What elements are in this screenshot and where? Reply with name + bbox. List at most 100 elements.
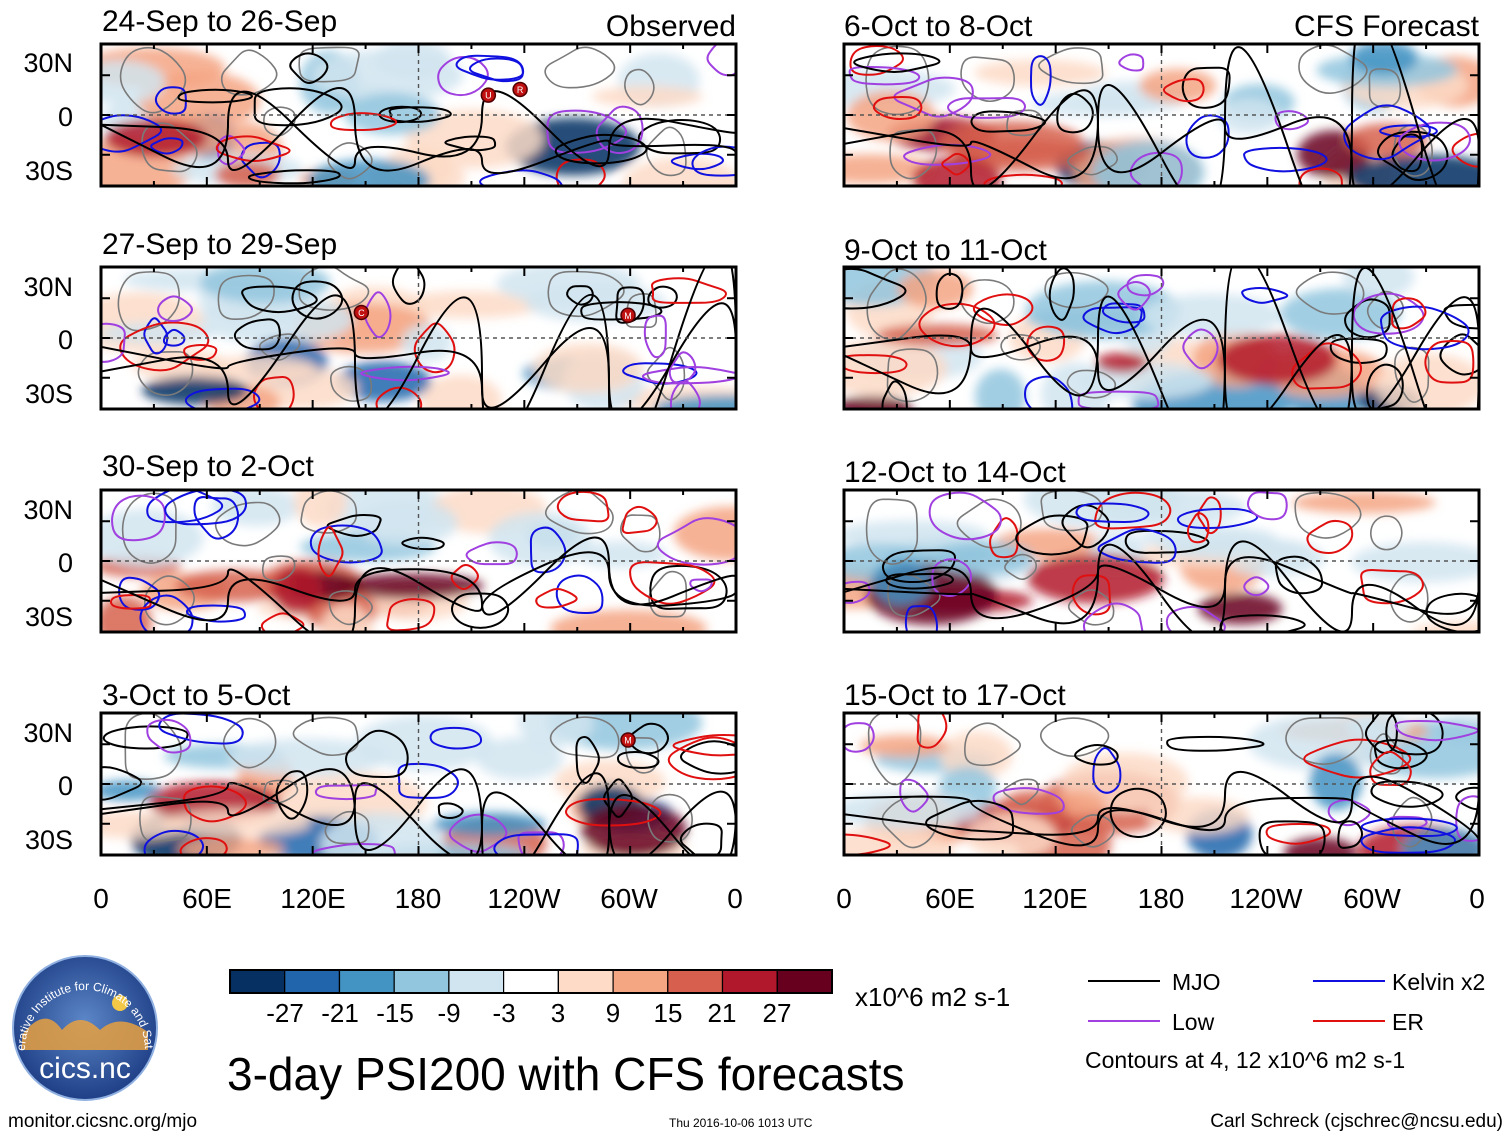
contour-line (689, 578, 713, 593)
landmass-outline (867, 713, 922, 786)
contour-line (1370, 780, 1444, 808)
tropical-cyclone-marker: R (512, 81, 528, 98)
psi-anomaly-patch (673, 506, 736, 561)
contour-line (616, 750, 660, 769)
colorbar-swatch (448, 969, 505, 994)
contour-line (1243, 576, 1270, 597)
contour-line (916, 713, 948, 749)
psi-field (101, 267, 736, 409)
lat-label: 0 (58, 325, 73, 355)
lat-label: 30N (23, 272, 73, 302)
contour-line (667, 736, 736, 781)
mjo-contour-line (844, 267, 1479, 409)
landmass-outline (1391, 796, 1433, 848)
landmass-outline (959, 279, 1015, 325)
lat-labels-observed: 30N 0 30S 30N 0 30S 30N 0 30S 30N 0 30S (23, 48, 73, 855)
lon-label: 0 (1469, 883, 1485, 914)
contour-line (893, 76, 974, 118)
contour-line (566, 285, 594, 306)
psi-anomaly-patch (1091, 140, 1205, 186)
psi-anomaly-patch (937, 121, 1084, 163)
landmass-outline (624, 736, 660, 774)
landmass-outline (1394, 346, 1430, 403)
contour-line (925, 799, 1015, 841)
mjo-contour-line (844, 556, 1479, 620)
mjo-contour-line (844, 89, 1479, 186)
contour-line (679, 740, 736, 775)
contour-line (1391, 297, 1427, 330)
contour-line (215, 135, 291, 163)
contour-line (1092, 747, 1122, 794)
contour-line (656, 517, 736, 566)
contour-line (397, 762, 459, 799)
contour-line (469, 57, 524, 83)
psi-field (844, 267, 1479, 409)
contour-line (143, 317, 169, 355)
contour-line (1077, 390, 1160, 409)
mjo-contour-line (844, 296, 1479, 409)
tropical-cyclone-marker: C (353, 304, 370, 321)
contour-line (1344, 298, 1391, 339)
mjo-contour-line (101, 782, 736, 855)
contour-line (1124, 529, 1210, 554)
contour-line (177, 88, 253, 104)
lon-label: 60W (600, 883, 658, 914)
lat-label: 30S (25, 379, 73, 409)
contour-line (1241, 287, 1289, 304)
contour-line (344, 729, 409, 779)
contour-line (1360, 569, 1424, 605)
psi-anomaly-patch (846, 90, 936, 141)
contour-line (575, 736, 600, 784)
lon-label: 60E (925, 883, 975, 914)
map-panel (842, 488, 1481, 634)
panel-title: 3-Oct to 5-Oct (102, 679, 291, 712)
contour-line (162, 328, 186, 347)
contour-line (101, 766, 143, 801)
colorbar-tick-label: -27 (266, 998, 304, 1028)
lon-label: 180 (395, 883, 442, 914)
contour-line (1391, 133, 1423, 173)
logo-text: cics.nc (39, 1052, 131, 1085)
landmass-outline (865, 498, 919, 565)
contour-line (529, 526, 567, 574)
legend-label-er: ER (1392, 1009, 1424, 1035)
contour-line (183, 344, 218, 361)
colorbar-tick-label: 9 (606, 998, 620, 1028)
psi-anomaly-patch (199, 267, 331, 304)
colorbar-swatch (393, 969, 450, 994)
contour-line (1306, 519, 1354, 555)
contour-line (291, 280, 344, 320)
psi-anomaly-patch (581, 803, 687, 855)
contour-line (1075, 502, 1150, 524)
contour-line (555, 574, 604, 615)
landmass-outline (1044, 271, 1109, 309)
contour-line (309, 524, 383, 564)
landmass-outline (327, 142, 373, 180)
contour-line (1182, 328, 1219, 370)
storm-letter: C (358, 308, 365, 318)
psi-anomaly-patch (214, 161, 280, 186)
contour-line (150, 137, 184, 155)
lon-label: 120E (280, 883, 345, 914)
map-panel (99, 711, 738, 857)
contour-line (378, 105, 423, 124)
contour-line (139, 594, 194, 632)
psi-anomaly-patch (929, 541, 1035, 576)
contour-line (947, 97, 1027, 119)
tropical-cyclone-marker: U (480, 87, 497, 103)
psi-anomaly-patch (476, 737, 564, 780)
psi-anomaly-patch (336, 361, 432, 402)
colorbar-tick-label: -9 (437, 998, 460, 1028)
tropical-cyclone-marker: M (620, 307, 636, 324)
lat-label: 30S (25, 825, 73, 855)
landmass-outline (139, 795, 192, 843)
storm-letter: U (485, 91, 492, 101)
map-panel (842, 42, 1481, 188)
landmass-outline (1066, 369, 1117, 399)
contour-line (253, 375, 295, 409)
colorbar-tick-label: -15 (376, 998, 414, 1028)
panel-title: 9-Oct to 11-Oct (844, 234, 1048, 267)
contour-line (853, 52, 941, 73)
landmass-outline (1002, 778, 1039, 806)
landmass-outline (328, 590, 373, 626)
